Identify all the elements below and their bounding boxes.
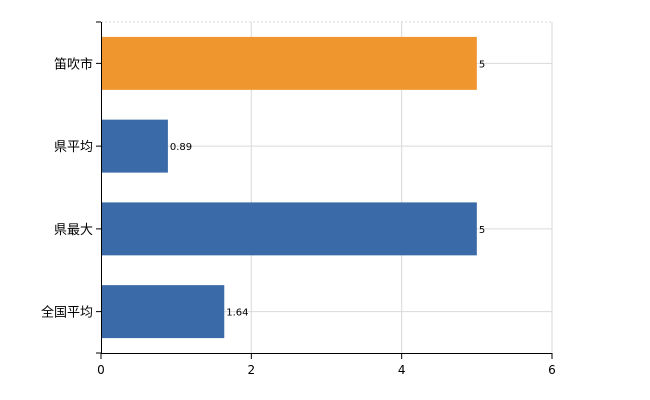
category-label: 全国平均: [41, 305, 93, 321]
bar-4: [101, 285, 225, 339]
bar-2: [101, 119, 168, 173]
bar-3: [101, 202, 477, 256]
category-label: 県最大: [54, 223, 93, 238]
x-tick-label: 4: [398, 363, 406, 377]
x-tick-label: 6: [548, 363, 556, 377]
category-label: 笛吹市: [54, 56, 93, 72]
data-label: 1.64: [226, 308, 248, 319]
data-label: 5: [479, 225, 485, 236]
bar-1: [101, 36, 477, 90]
chart-bars: [101, 36, 477, 339]
x-tick-label: 2: [248, 363, 256, 377]
category-label: 県平均: [54, 140, 93, 155]
data-label: 0.89: [170, 142, 192, 153]
chart-axes: [96, 21, 553, 359]
x-tick-label: 0: [97, 363, 105, 377]
data-label: 5: [479, 59, 485, 70]
